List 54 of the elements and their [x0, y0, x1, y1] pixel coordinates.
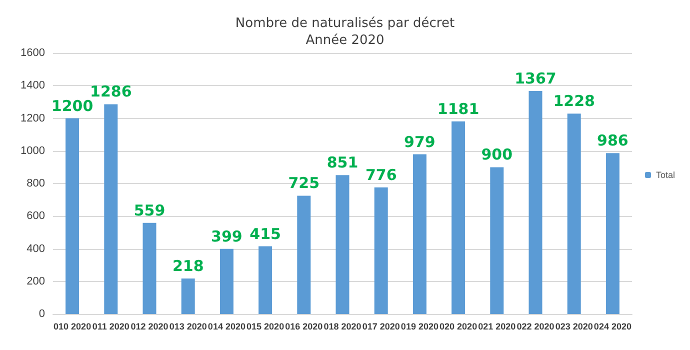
bar — [452, 121, 466, 314]
bar — [567, 114, 581, 314]
data-label: 725 — [288, 174, 320, 192]
y-tick-label: 800 — [26, 178, 45, 190]
bar — [66, 118, 80, 314]
x-tick-label: 010 2020 — [54, 322, 92, 332]
data-label: 1181 — [437, 100, 480, 118]
y-tick-label: 1000 — [20, 144, 45, 157]
x-tick-label: 022 2020 — [516, 322, 554, 332]
y-tick-label: 200 — [26, 275, 45, 288]
x-tick-label: 019 2020 — [400, 322, 438, 332]
x-tick-label: 018 2020 — [324, 322, 362, 332]
x-tick-label: 015 2020 — [246, 322, 284, 332]
data-label: 218 — [172, 256, 204, 275]
x-tick-label: 021 2020 — [478, 322, 516, 332]
y-tick-label: 600 — [26, 210, 45, 222]
y-tick-label: 1200 — [20, 112, 45, 124]
legend-label: Total — [656, 170, 676, 180]
x-tick-label: 023 2020 — [555, 322, 593, 332]
bar — [297, 196, 311, 314]
y-tick-label: 400 — [26, 242, 45, 255]
bar — [528, 91, 542, 314]
chart-title: Nombre de naturalisés par décret Année 2020 — [235, 16, 455, 48]
bar — [336, 175, 350, 314]
y-tick-label: 1600 — [20, 47, 45, 59]
bar — [142, 222, 156, 314]
bar — [258, 246, 272, 314]
data-label: 1228 — [553, 92, 595, 110]
x-tick-label: 013 2020 — [169, 322, 207, 332]
x-tick-label: 024 2020 — [594, 322, 632, 332]
bar — [606, 153, 620, 314]
x-tick-label: 011 2020 — [92, 322, 130, 332]
data-label: 776 — [365, 166, 397, 184]
y-tick-label: 1400 — [20, 80, 45, 92]
data-label: 900 — [481, 146, 513, 164]
data-label: 979 — [404, 132, 436, 151]
bar — [412, 154, 426, 314]
data-label: 559 — [134, 201, 166, 220]
data-label: 986 — [597, 132, 628, 150]
data-label: 399 — [211, 227, 242, 246]
x-tick-label: 020 2020 — [440, 322, 478, 332]
y-tick-label: 0 — [38, 308, 45, 320]
bar — [374, 187, 388, 314]
data-label: 1367 — [514, 70, 556, 88]
bar — [104, 104, 118, 314]
data-label: 415 — [250, 224, 281, 243]
bar — [490, 167, 504, 314]
x-tick-label: 014 2020 — [208, 322, 246, 332]
data-label: 851 — [326, 154, 358, 172]
x-tick-label: 017 2020 — [362, 322, 400, 332]
bar — [181, 278, 195, 314]
bar — [220, 248, 234, 314]
x-tick-label: 016 2020 — [285, 322, 323, 332]
x-tick-label: 012 2020 — [130, 322, 168, 332]
